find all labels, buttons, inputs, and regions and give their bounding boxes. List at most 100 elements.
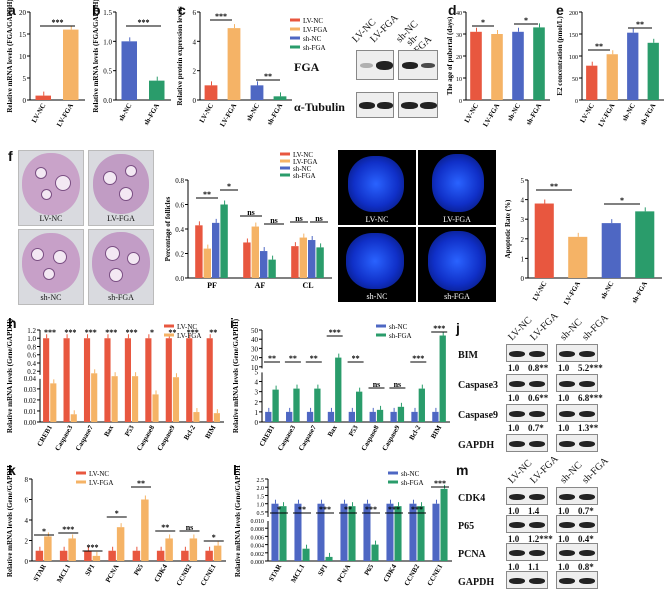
blot-j-quant-value: 1.0: [558, 363, 570, 373]
bar: [243, 242, 251, 278]
bar: [152, 394, 159, 422]
y-tick-label: 6: [25, 497, 29, 505]
bar: [213, 545, 222, 561]
y-axis-label: Relative mRNA levels (FGA/GAPDH): [92, 0, 100, 113]
blot-j-quant-value: 1.0: [508, 423, 520, 433]
significance-mark: *: [524, 16, 528, 25]
blot-m-quant-value: 1.1: [528, 562, 540, 572]
blot-m: LV-NC LV-FGA sh-NC sh-FGA CDK4 1.0 1.4 1.0 0…: [456, 454, 669, 601]
y-tick-label: 15: [19, 31, 27, 39]
y-tick-label: 10: [19, 53, 27, 61]
blot-j-band: [579, 411, 595, 417]
significance-mark: ***: [85, 328, 97, 337]
bar: [647, 42, 659, 100]
blot-m-row-label: PCNA: [458, 549, 486, 560]
y-tick-label: 0.002: [251, 552, 265, 558]
y-tick-label: 0.5: [103, 68, 112, 76]
axis-break: [36, 374, 44, 379]
significance-mark: ***: [319, 505, 331, 514]
x-tick-label: Caspase3: [53, 424, 74, 453]
significance-mark: *: [481, 18, 485, 27]
blot-j-row-label: GAPDH: [458, 440, 495, 451]
significance-mark: ***: [411, 505, 423, 514]
bar: [260, 251, 268, 278]
bar: [627, 32, 639, 100]
x-tick-label: Bax: [326, 424, 339, 439]
blot-m-blot-strip: [506, 543, 548, 561]
blot-c-fga-left: [356, 50, 394, 80]
significance-mark: **: [636, 20, 644, 29]
y-tick-label: 3: [521, 216, 525, 224]
axis-break: [258, 368, 266, 373]
bar: [181, 550, 189, 561]
bar: [172, 377, 180, 422]
x-tick-label: sh-NC: [506, 102, 522, 123]
x-tick-label: P65: [363, 563, 376, 577]
bar: [317, 503, 325, 561]
x-tick-label: CDK4: [382, 563, 399, 584]
histology-image-lv-fga: LV-FGA: [88, 150, 154, 226]
x-tick-label: LV-NC: [30, 102, 47, 124]
x-tick-label: CREB1: [258, 424, 277, 448]
x-tick-label: Caspase3: [276, 424, 297, 453]
x-tick-label: STAR: [32, 562, 48, 583]
bar: [272, 389, 279, 422]
bar: [271, 503, 279, 561]
significance-mark: ***: [434, 479, 446, 488]
bar: [586, 65, 598, 100]
bar: [206, 338, 213, 422]
y-tick-label: 1.2: [27, 327, 36, 335]
legend-label: sh-FGA: [293, 172, 316, 180]
chart-k: 0 2 4 6 8 Relative mRNA levels (Gene/GAPDH) ST…: [6, 465, 226, 587]
chart-a: 0 5 10 15 20 Relative mRNA levels (FGA/GAPDH)…: [6, 0, 85, 128]
x-tick-label: STAR: [267, 562, 283, 583]
y-tick-label: 20: [456, 55, 462, 61]
bar: [601, 223, 621, 278]
bar: [369, 411, 376, 422]
bar: [121, 41, 137, 100]
bar: [356, 391, 363, 422]
bar: [268, 259, 276, 278]
x-tick-label: LV-NC: [198, 102, 215, 124]
legend-label: LV-FGA: [293, 158, 317, 166]
y-tick-label: 150: [569, 33, 578, 39]
blot-m-band: [509, 578, 525, 584]
y-tick-label: 0.5: [257, 511, 265, 517]
x-tick-label: P53: [347, 424, 360, 438]
blot-m-band: [529, 550, 545, 556]
bar: [63, 29, 79, 101]
x-tick-label: LV-NC: [531, 280, 548, 302]
panel-letter-e: e: [556, 2, 564, 18]
panel-letter-d: d: [448, 2, 457, 18]
blot-m-quant-value: 1.0: [508, 534, 520, 544]
y-tick-label: 30: [251, 345, 259, 353]
significance-mark: ns: [373, 380, 381, 389]
blot-j-blot-strip: [556, 344, 598, 362]
bar: [186, 338, 193, 422]
bar: [250, 85, 264, 100]
x-tick-label: BIM: [204, 424, 218, 440]
blot-j-row-label: Caspase3: [458, 380, 499, 391]
y-tick-label: 4: [521, 197, 525, 205]
panel-letter-h: h: [8, 315, 17, 331]
y-tick-label: 0.6: [175, 202, 184, 210]
significance-mark: **: [268, 354, 276, 363]
blot-j: LV-NC LV-FGA sh-NC sh-FGA BIM 1.0 0.8** 1.0…: [456, 311, 669, 458]
significance-mark: ***: [388, 505, 400, 514]
x-tick-label: sh-FGA: [630, 280, 649, 305]
blot-m-band: [579, 494, 595, 500]
blot-m-row-label: P65: [458, 521, 475, 532]
legend-label: LV-NC: [89, 470, 109, 478]
significance-mark: *: [115, 509, 119, 518]
bar: [386, 503, 394, 561]
bar: [132, 376, 139, 422]
bar: [308, 240, 316, 278]
y-tick-label: 0.02: [24, 397, 37, 405]
bar: [68, 538, 76, 561]
blot-c-row-fga: FGA: [294, 60, 320, 74]
legend-label: sh-NC: [293, 165, 312, 173]
significance-mark: *: [150, 328, 154, 337]
x-tick-label: Caspase8: [360, 424, 381, 453]
y-axis-label: Relative mRNA levels (Gene/GAPDH): [232, 318, 240, 433]
